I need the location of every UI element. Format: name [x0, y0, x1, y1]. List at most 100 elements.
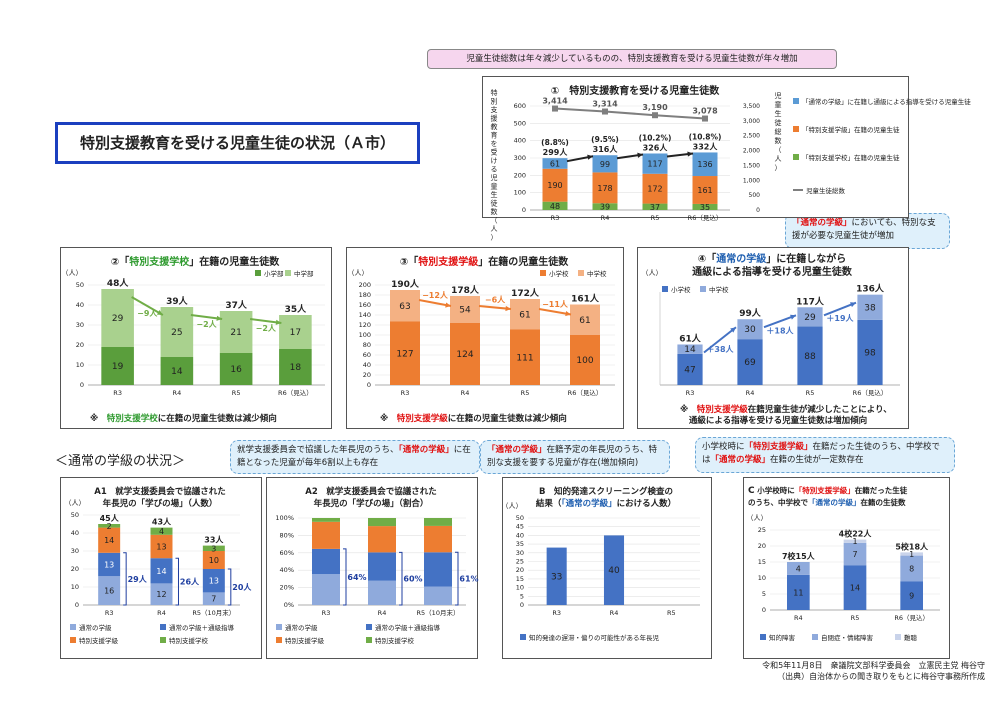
- callout-text: 在籍予定の年長児のうち、特別な支援を要する児童が存在(増加傾向): [487, 445, 658, 468]
- y-tick-label: 40: [71, 529, 79, 537]
- legend-item-swatch: [793, 98, 799, 104]
- percentage-label: (8.8%): [541, 138, 569, 147]
- delta-label: ＋38人: [706, 344, 734, 354]
- legend-item: 「通常の学級」に在籍し通級による指導を受ける児童生徒: [802, 97, 971, 106]
- callout-keyword: 「特別支援学級」: [744, 442, 813, 452]
- total-line-label: 3,190: [642, 103, 668, 112]
- bar: [900, 555, 923, 582]
- bar-value-label: 14: [850, 584, 860, 593]
- legend-item-swatch: [700, 286, 706, 292]
- title-part: ③「: [399, 257, 419, 268]
- bar: [787, 574, 810, 610]
- bracket-label: 29人: [128, 574, 148, 584]
- y-tick-label: 140: [359, 311, 371, 319]
- total-label: 45人: [100, 513, 120, 523]
- bar: [510, 329, 540, 385]
- total-label: 117人: [796, 295, 825, 307]
- total-label: 172人: [511, 287, 540, 299]
- bar-value-label: 136: [697, 160, 712, 169]
- y-tick-label: 10: [516, 584, 524, 592]
- bar-value-label: 16: [230, 365, 242, 375]
- y-axis-title-char: 受: [491, 148, 498, 157]
- y-axis-title-char: ）: [491, 234, 498, 242]
- legend-item-swatch: [578, 270, 584, 276]
- y-tick-label: 120: [359, 321, 371, 329]
- title-part: C: [748, 486, 755, 496]
- bar-value-label: 13: [209, 577, 219, 586]
- legend-item: 通常の学級: [285, 623, 318, 632]
- x-tick-label: R5（10月末）: [192, 608, 235, 617]
- bar: [202, 569, 225, 593]
- bar: [312, 548, 340, 575]
- bar: [279, 349, 312, 385]
- y2-axis-title-char: 童: [775, 100, 782, 109]
- bar-value-label: 161: [697, 186, 712, 195]
- total-line-marker: [652, 112, 658, 119]
- legend-item-swatch: [366, 624, 372, 630]
- bar-value-label: 99: [600, 160, 610, 169]
- bar-value-label: 25: [171, 328, 182, 338]
- bar: [450, 323, 480, 385]
- bar-value-label: 4: [796, 564, 801, 573]
- y-tick-label: 160: [359, 301, 371, 309]
- bar-value-label: 69: [744, 358, 756, 368]
- legend-item: 児童生徒総数: [806, 186, 846, 195]
- bar-value-label: 2: [107, 522, 112, 531]
- legend-item-swatch: [160, 624, 166, 630]
- total-label: 332人: [693, 141, 719, 151]
- bracket-label: 61%: [459, 575, 478, 584]
- percentage-label: (9.5%): [591, 135, 619, 144]
- callout-junior-high: 小学校時に「特別支援学級」在籍だった生徒のうち、中学校では「通常の学級」在籍の生…: [695, 437, 955, 473]
- chart3-note: ※ 特別支援学級に在籍の児童生徒数は減少傾向: [380, 412, 567, 424]
- legend-item: 知的発達の遅滞・偏りの可能性がある年長児: [529, 633, 660, 642]
- bar-value-label: 61: [550, 159, 560, 168]
- y-tick-label: 20%: [280, 584, 294, 592]
- y-axis-title-char: 童: [491, 182, 498, 191]
- bar: [98, 527, 121, 553]
- y-axis-title-char: 特: [491, 88, 498, 97]
- x-tick-label: R5: [232, 389, 241, 397]
- y-tick-label: 0: [522, 206, 526, 214]
- bar: [692, 152, 718, 177]
- title-part: 年長児の「学びの場」（割合）: [313, 499, 429, 509]
- x-tick-label: R4: [746, 389, 755, 397]
- x-tick-label: R5: [667, 609, 676, 617]
- y-tick-label: 80%: [280, 531, 294, 539]
- x-tick-label: R6（見込）: [688, 213, 723, 222]
- x-tick-label: R3: [686, 389, 695, 397]
- y2-axis-title-char: （: [775, 146, 782, 154]
- delta-label: −2人: [256, 323, 277, 333]
- y-tick-label: 0: [75, 601, 79, 609]
- bar: [642, 153, 668, 174]
- note-part: ※: [680, 405, 697, 415]
- y2-axis-title-char: 児: [775, 91, 782, 100]
- bar-value-label: 47: [684, 365, 695, 375]
- trend-arrow-head: [156, 310, 163, 315]
- y-tick-label: 10: [76, 361, 84, 369]
- y-tick-label: 50: [76, 281, 84, 289]
- bar: [160, 307, 194, 357]
- y-tick-label: 180: [359, 291, 371, 299]
- chart4-title: ④「通常の学級」に在籍しながら 通級による指導を受ける児童生徒数: [637, 253, 907, 279]
- bar-value-label: 14: [171, 367, 183, 377]
- bar: [570, 304, 600, 335]
- bar-value-label: 10: [209, 556, 219, 565]
- total-label: 33人: [204, 535, 224, 545]
- bar-value-label: 3: [211, 544, 216, 553]
- y-tick-label: 300: [514, 154, 526, 162]
- bracket: [455, 551, 459, 606]
- bar: [150, 583, 173, 605]
- y2-tick-label: 3,500: [743, 103, 760, 110]
- callout-text: 就学支援委員会で協議した年長児のうち、: [237, 445, 399, 455]
- bar: [797, 307, 823, 327]
- note-part: ※: [90, 414, 107, 424]
- title-keyword: 特別支援学級: [418, 257, 479, 268]
- total-line-marker: [552, 105, 558, 112]
- bar: [101, 289, 134, 347]
- title-part: 在籍の生徒数: [860, 498, 906, 507]
- bar: [390, 290, 420, 322]
- bar-value-label: 35: [700, 203, 710, 212]
- x-tick-label: R3: [401, 389, 410, 397]
- delta-label: −2人: [196, 319, 217, 329]
